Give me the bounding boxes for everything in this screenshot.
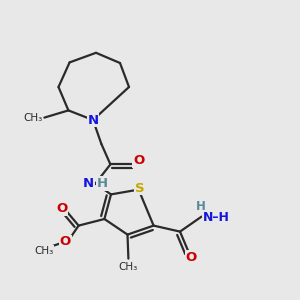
Text: H: H	[196, 200, 206, 213]
Text: N: N	[83, 177, 94, 190]
Text: CH₃: CH₃	[24, 112, 43, 123]
Text: S: S	[135, 182, 145, 195]
Text: O: O	[60, 235, 71, 248]
Text: O: O	[186, 251, 197, 264]
Text: N: N	[87, 113, 99, 127]
Text: O: O	[56, 202, 68, 215]
Text: H: H	[97, 177, 108, 190]
Text: N–H: N–H	[203, 211, 230, 224]
Text: CH₃: CH₃	[119, 262, 138, 272]
Text: O: O	[133, 154, 144, 167]
Text: CH₃: CH₃	[34, 246, 54, 256]
